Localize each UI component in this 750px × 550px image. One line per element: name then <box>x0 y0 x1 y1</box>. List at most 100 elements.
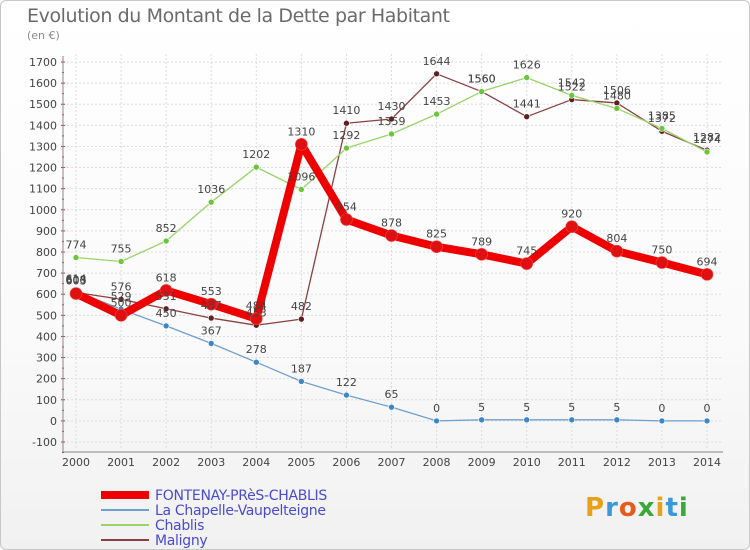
legend-label: La Chapelle-Vaupelteigne <box>155 503 326 519</box>
x-tick-label: 2001 <box>107 456 135 469</box>
data-point <box>610 244 624 258</box>
x-tick-label: 2011 <box>558 456 586 469</box>
data-point <box>433 110 440 118</box>
y-tick-label: 800 <box>36 246 57 259</box>
x-tick-label: 2006 <box>332 456 360 469</box>
data-label: 576 <box>111 280 132 293</box>
data-label: 694 <box>697 255 718 268</box>
data-label: 1626 <box>513 59 541 72</box>
data-point <box>613 416 621 424</box>
data-point <box>388 130 395 138</box>
logo-letter: o <box>618 493 638 523</box>
y-tick-label: 1400 <box>29 119 57 132</box>
data-point <box>343 144 350 152</box>
data-point <box>523 113 531 120</box>
data-label: 745 <box>516 245 537 258</box>
data-label: 5 <box>613 401 620 414</box>
legend-label: Chablis <box>155 518 204 534</box>
x-tick-label: 2010 <box>513 456 541 469</box>
data-point <box>388 403 395 411</box>
data-point <box>478 88 485 95</box>
y-tick-label: 1100 <box>29 183 57 196</box>
data-point <box>298 378 305 385</box>
data-point <box>523 74 531 81</box>
data-label: 1372 <box>648 112 676 125</box>
data-point <box>69 287 83 300</box>
x-tick-label: 2005 <box>287 456 315 469</box>
data-point <box>162 305 170 313</box>
data-point <box>475 248 488 261</box>
data-label: 774 <box>66 238 87 251</box>
data-label: 1310 <box>287 125 315 138</box>
data-point <box>433 70 440 78</box>
data-label: 618 <box>156 271 177 284</box>
data-point <box>343 119 350 127</box>
data-point <box>117 258 125 265</box>
data-label: 878 <box>381 217 402 230</box>
data-label: 5 <box>478 401 485 414</box>
data-point <box>252 163 260 171</box>
data-label: 453 <box>246 306 267 319</box>
data-point <box>658 125 666 132</box>
y-tick-label: 1500 <box>29 98 57 111</box>
data-label: 852 <box>156 222 177 235</box>
data-label: 1096 <box>287 171 315 184</box>
data-point <box>295 138 308 151</box>
data-label: 614 <box>66 272 87 285</box>
data-point <box>114 309 128 322</box>
data-label: 1560 <box>468 73 496 86</box>
data-label: 804 <box>606 232 627 245</box>
data-point <box>385 229 398 242</box>
data-label: 1282 <box>693 131 721 144</box>
y-tick-label: 700 <box>36 267 57 280</box>
data-label: 65 <box>385 388 399 401</box>
data-label: 122 <box>336 376 357 389</box>
unit-label: (en €) <box>27 29 60 42</box>
data-label: 1480 <box>603 89 631 102</box>
data-point <box>523 416 531 424</box>
data-point <box>565 220 579 233</box>
y-tick-label: -100 <box>32 436 57 449</box>
data-label: 1274 <box>693 133 721 146</box>
x-tick-label: 2012 <box>603 456 631 469</box>
x-tick-label: 2013 <box>648 456 676 469</box>
logo-letter: i <box>678 493 689 523</box>
data-point <box>249 312 263 326</box>
data-label: 1385 <box>648 110 676 123</box>
x-tick-label: 2014 <box>693 456 721 469</box>
logo-letter: x <box>637 493 656 523</box>
data-label: 1522 <box>558 81 586 94</box>
data-point <box>703 148 711 156</box>
data-label: 531 <box>156 290 177 303</box>
legend-label: FONTENAY-PRèS-CHABLIS <box>155 488 327 504</box>
data-label: 553 <box>201 285 222 298</box>
x-tick-label: 2002 <box>152 456 180 469</box>
data-point <box>703 417 711 425</box>
data-label: 5 <box>568 401 575 414</box>
x-tick-label: 2007 <box>378 456 406 469</box>
data-point <box>340 213 353 226</box>
data-point <box>655 256 669 269</box>
y-tick-label: 1700 <box>29 56 57 69</box>
data-label: 367 <box>201 324 222 337</box>
logo-letter: i <box>655 493 666 523</box>
y-tick-label: 0 <box>50 415 57 428</box>
data-point <box>343 391 350 399</box>
data-point <box>72 254 80 261</box>
data-label: 750 <box>651 244 672 257</box>
data-point <box>658 417 666 425</box>
data-label: 1359 <box>378 115 406 128</box>
y-tick-label: 600 <box>36 288 57 301</box>
data-label: 529 <box>111 290 132 303</box>
data-label: 0 <box>433 402 440 415</box>
data-label: 1441 <box>513 98 541 111</box>
data-label: 1202 <box>242 148 270 161</box>
data-point <box>207 198 215 206</box>
x-tick-label: 2008 <box>423 456 451 469</box>
data-point <box>433 417 440 425</box>
data-point <box>568 92 576 99</box>
y-tick-label: 300 <box>36 352 57 365</box>
y-tick-label: 1200 <box>29 162 57 175</box>
